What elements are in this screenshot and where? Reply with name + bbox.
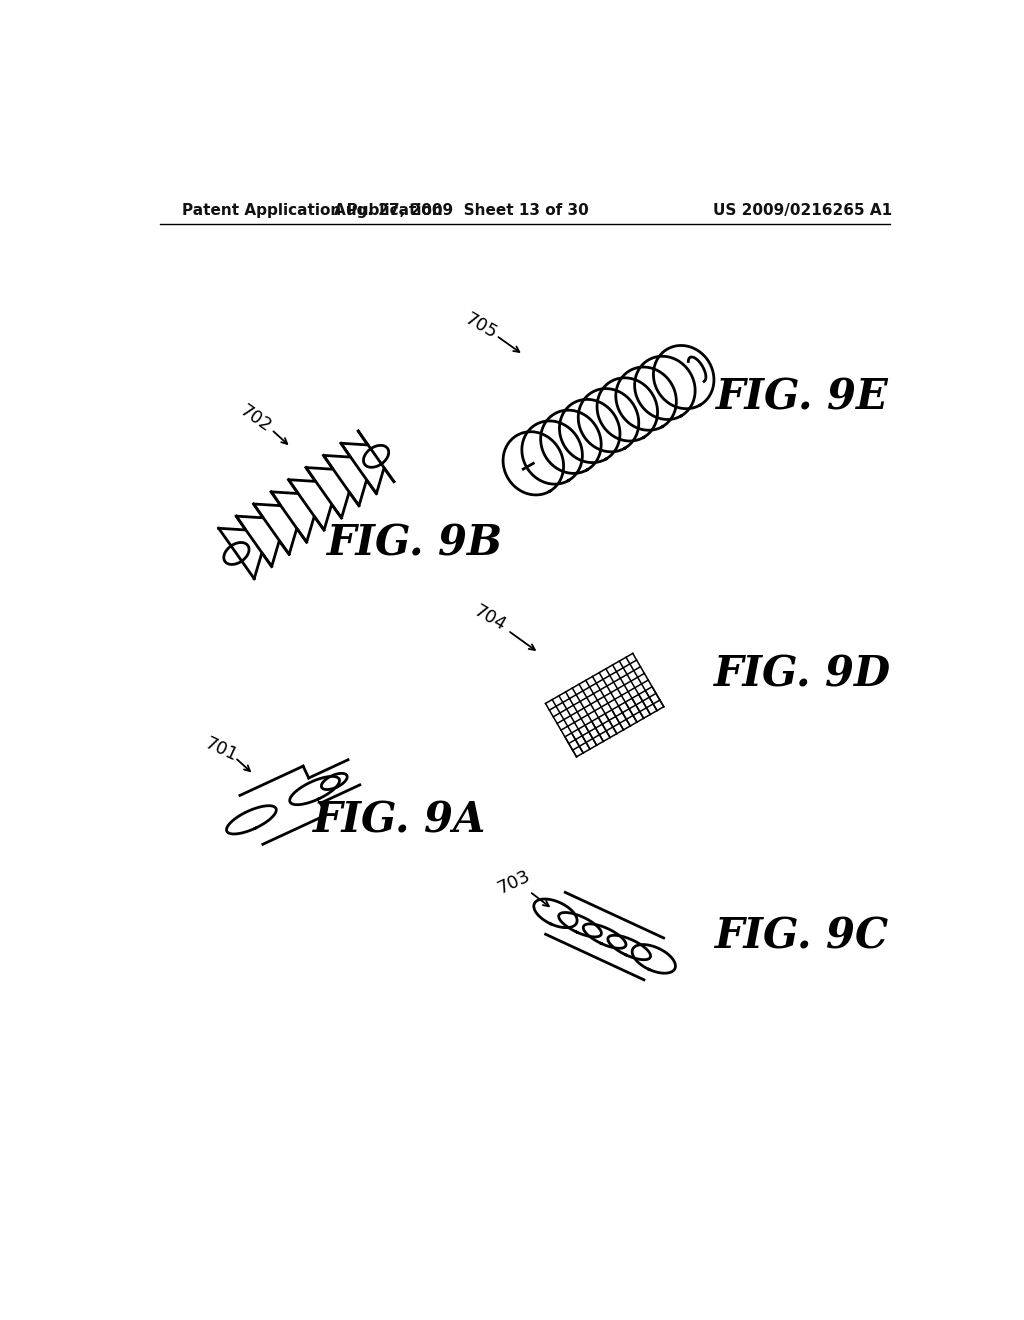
Text: FIG. 9D: FIG. 9D [714, 653, 891, 696]
Text: FIG. 9B: FIG. 9B [327, 523, 503, 565]
Text: 703: 703 [495, 867, 534, 898]
Text: 704: 704 [471, 602, 509, 635]
Text: 702: 702 [237, 401, 275, 436]
Text: 701: 701 [202, 734, 241, 766]
Text: Patent Application Publication: Patent Application Publication [182, 203, 443, 218]
Text: FIG. 9A: FIG. 9A [312, 800, 485, 842]
Text: US 2009/0216265 A1: US 2009/0216265 A1 [713, 203, 892, 218]
Text: FIG. 9C: FIG. 9C [715, 915, 889, 957]
Text: FIG. 9E: FIG. 9E [716, 376, 889, 418]
Text: Aug. 27, 2009  Sheet 13 of 30: Aug. 27, 2009 Sheet 13 of 30 [334, 203, 589, 218]
Text: 705: 705 [461, 310, 500, 343]
